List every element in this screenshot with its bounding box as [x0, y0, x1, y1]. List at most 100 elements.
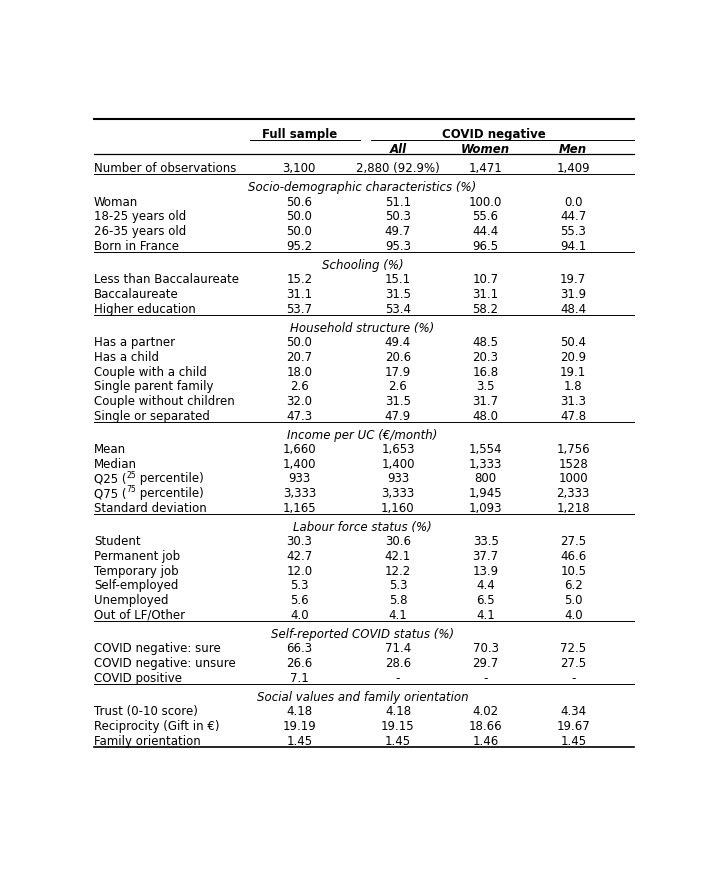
Text: 55.3: 55.3 — [561, 225, 586, 238]
Text: 2,880 (92.9%): 2,880 (92.9%) — [356, 162, 440, 175]
Text: 25: 25 — [127, 470, 136, 479]
Text: Has a child: Has a child — [94, 351, 159, 364]
Text: Has a partner: Has a partner — [94, 336, 175, 349]
Text: 20.3: 20.3 — [472, 351, 498, 364]
Text: 30.6: 30.6 — [385, 535, 411, 548]
Text: COVID positive: COVID positive — [94, 671, 182, 684]
Text: 53.7: 53.7 — [286, 303, 312, 315]
Text: Income per UC (€/month): Income per UC (€/month) — [287, 428, 438, 441]
Text: 37.7: 37.7 — [472, 550, 498, 562]
Text: 1,160: 1,160 — [381, 501, 415, 514]
Text: 28.6: 28.6 — [385, 656, 411, 669]
Text: Higher education: Higher education — [94, 303, 196, 315]
Text: -: - — [396, 671, 400, 684]
Text: 44.7: 44.7 — [560, 210, 586, 223]
Text: 50.0: 50.0 — [286, 336, 312, 349]
Text: COVID negative: COVID negative — [442, 128, 546, 141]
Text: Woman: Woman — [94, 196, 138, 209]
Text: Socio-demographic characteristics (%): Socio-demographic characteristics (%) — [248, 181, 477, 194]
Text: 26.6: 26.6 — [286, 656, 312, 669]
Text: 32.0: 32.0 — [286, 395, 312, 408]
Text: 1.46: 1.46 — [472, 734, 498, 746]
Text: 94.1: 94.1 — [560, 239, 586, 253]
Text: Full sample: Full sample — [262, 128, 337, 141]
Text: 31.7: 31.7 — [472, 395, 498, 408]
Text: 5.8: 5.8 — [389, 594, 407, 606]
Text: 31.9: 31.9 — [560, 288, 586, 301]
Text: 4.1: 4.1 — [477, 608, 495, 621]
Text: 71.4: 71.4 — [385, 642, 411, 654]
Text: 31.1: 31.1 — [286, 288, 312, 301]
Text: 19.19: 19.19 — [283, 719, 316, 732]
Text: 5.3: 5.3 — [389, 579, 407, 592]
Text: Women: Women — [461, 143, 510, 156]
Text: 1,660: 1,660 — [283, 443, 316, 456]
Text: 46.6: 46.6 — [560, 550, 586, 562]
Text: Social values and family orientation: Social values and family orientation — [257, 690, 468, 702]
Text: 95.3: 95.3 — [385, 239, 411, 253]
Text: 96.5: 96.5 — [472, 239, 498, 253]
Text: 5.0: 5.0 — [564, 594, 583, 606]
Text: Q25 (: Q25 ( — [94, 472, 127, 485]
Text: 30.3: 30.3 — [286, 535, 312, 548]
Text: 1,333: 1,333 — [469, 457, 502, 470]
Text: Mean: Mean — [94, 443, 126, 456]
Text: 58.2: 58.2 — [472, 303, 498, 315]
Text: 1,945: 1,945 — [469, 487, 503, 500]
Text: Family orientation: Family orientation — [94, 734, 201, 746]
Text: 2,333: 2,333 — [556, 487, 590, 500]
Text: 4.18: 4.18 — [385, 704, 411, 717]
Text: 1,409: 1,409 — [556, 162, 590, 175]
Text: 48.4: 48.4 — [560, 303, 586, 315]
Text: 1000: 1000 — [559, 472, 588, 485]
Text: 1528: 1528 — [559, 457, 588, 470]
Text: 19.7: 19.7 — [560, 273, 586, 286]
Text: 50.4: 50.4 — [560, 336, 586, 349]
Text: 12.2: 12.2 — [385, 564, 411, 577]
Text: -: - — [484, 671, 488, 684]
Text: 1.8: 1.8 — [564, 380, 583, 393]
Text: 12.0: 12.0 — [286, 564, 312, 577]
Text: 1,400: 1,400 — [283, 457, 316, 470]
Text: Self-employed: Self-employed — [94, 579, 178, 592]
Text: COVID negative: sure: COVID negative: sure — [94, 642, 221, 654]
Text: 50.3: 50.3 — [385, 210, 411, 223]
Text: 95.2: 95.2 — [286, 239, 312, 253]
Text: 44.4: 44.4 — [472, 225, 498, 238]
Text: Single parent family: Single parent family — [94, 380, 214, 393]
Text: 4.1: 4.1 — [389, 608, 407, 621]
Text: 2.6: 2.6 — [389, 380, 407, 393]
Text: Men: Men — [559, 143, 588, 156]
Text: 47.8: 47.8 — [560, 409, 586, 422]
Text: 3,333: 3,333 — [283, 487, 316, 500]
Text: 800: 800 — [474, 472, 497, 485]
Text: 33.5: 33.5 — [473, 535, 498, 548]
Text: 6.5: 6.5 — [477, 594, 495, 606]
Text: Standard deviation: Standard deviation — [94, 501, 206, 514]
Text: 4.18: 4.18 — [286, 704, 312, 717]
Text: Less than Baccalaureate: Less than Baccalaureate — [94, 273, 239, 286]
Text: Labour force status (%): Labour force status (%) — [293, 520, 432, 533]
Text: 20.7: 20.7 — [286, 351, 312, 364]
Text: 10.5: 10.5 — [560, 564, 586, 577]
Text: All: All — [390, 143, 407, 156]
Text: 933: 933 — [288, 472, 310, 485]
Text: Couple without children: Couple without children — [94, 395, 235, 408]
Text: 10.7: 10.7 — [472, 273, 498, 286]
Text: Median: Median — [94, 457, 137, 470]
Text: 49.7: 49.7 — [385, 225, 411, 238]
Text: 20.6: 20.6 — [385, 351, 411, 364]
Text: 1,653: 1,653 — [381, 443, 415, 456]
Text: 1,093: 1,093 — [469, 501, 503, 514]
Text: Number of observations: Number of observations — [94, 162, 236, 175]
Text: 1.45: 1.45 — [560, 734, 586, 746]
Text: Born in France: Born in France — [94, 239, 179, 253]
Text: 31.1: 31.1 — [472, 288, 498, 301]
Text: 4.0: 4.0 — [290, 608, 309, 621]
Text: 19.15: 19.15 — [381, 719, 415, 732]
Text: Schooling (%): Schooling (%) — [322, 259, 403, 271]
Text: 50.0: 50.0 — [286, 210, 312, 223]
Text: Out of LF/Other: Out of LF/Other — [94, 608, 185, 621]
Text: 47.3: 47.3 — [286, 409, 312, 422]
Text: 1.45: 1.45 — [385, 734, 411, 746]
